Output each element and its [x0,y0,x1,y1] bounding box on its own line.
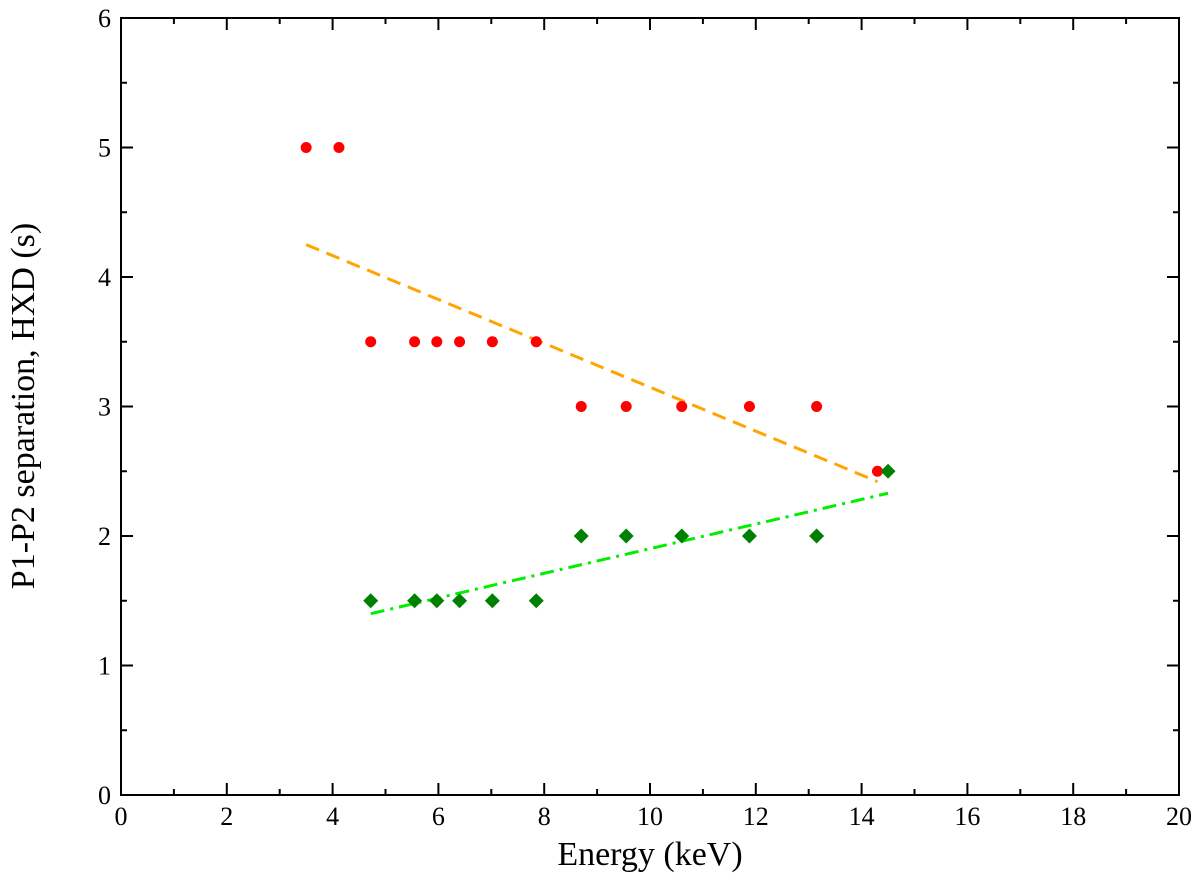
red-data-point [871,465,883,477]
x-tick-label: 16 [954,802,980,831]
red-data-point [811,401,823,412]
y-tick-label: 5 [98,134,111,163]
x-tick-label: 4 [326,802,339,831]
green-data-point [573,528,589,544]
green-data-point [741,528,757,544]
green-data-point [407,593,423,609]
green-data-point [809,528,825,544]
red-data-point [333,142,345,153]
x-tick-label: 2 [220,802,233,831]
y-axis-title: P1-P2 separation, HXD (s) [5,223,42,589]
green-data-point [363,593,379,609]
points-layer [300,142,896,609]
green-data-point [429,593,445,609]
x-tick-label: 8 [538,802,551,831]
red-fit-line [305,243,879,483]
y-tick-label: 1 [98,652,111,681]
x-tick-label: 18 [1060,802,1086,831]
red-data-point [620,401,632,412]
green-data-point [674,528,690,544]
red-data-point [431,336,443,348]
x-axis-title: Energy (keV) [557,836,742,873]
red-data-point [300,142,312,153]
x-tick-label: 12 [743,802,769,831]
y-tick-label: 3 [98,393,111,422]
x-tick-label: 10 [637,802,663,831]
red-data-point [365,336,377,348]
x-tick-label: 6 [432,802,445,831]
red-data-point [409,336,421,348]
green-fit-line [370,491,889,616]
green-data-point [618,528,634,544]
red-data-point [676,401,688,412]
green-data-point [452,593,468,609]
red-data-point [454,336,466,348]
y-tick-label: 4 [98,263,111,292]
x-tick-label: 20 [1166,802,1192,831]
y-tick-label: 6 [98,4,111,33]
fit-lines-layer [305,243,889,616]
red-data-point [530,336,542,348]
y-tick-label: 2 [98,522,111,551]
red-data-point [575,401,587,412]
green-data-point [484,593,500,609]
y-tick-label: 0 [98,781,111,810]
green-data-point [880,463,896,479]
x-tick-label: 0 [115,802,128,831]
red-data-point [743,401,755,412]
red-data-point [486,336,498,348]
x-tick-label: 14 [849,802,875,831]
plot-frame [120,17,1180,796]
green-data-point [528,593,544,609]
